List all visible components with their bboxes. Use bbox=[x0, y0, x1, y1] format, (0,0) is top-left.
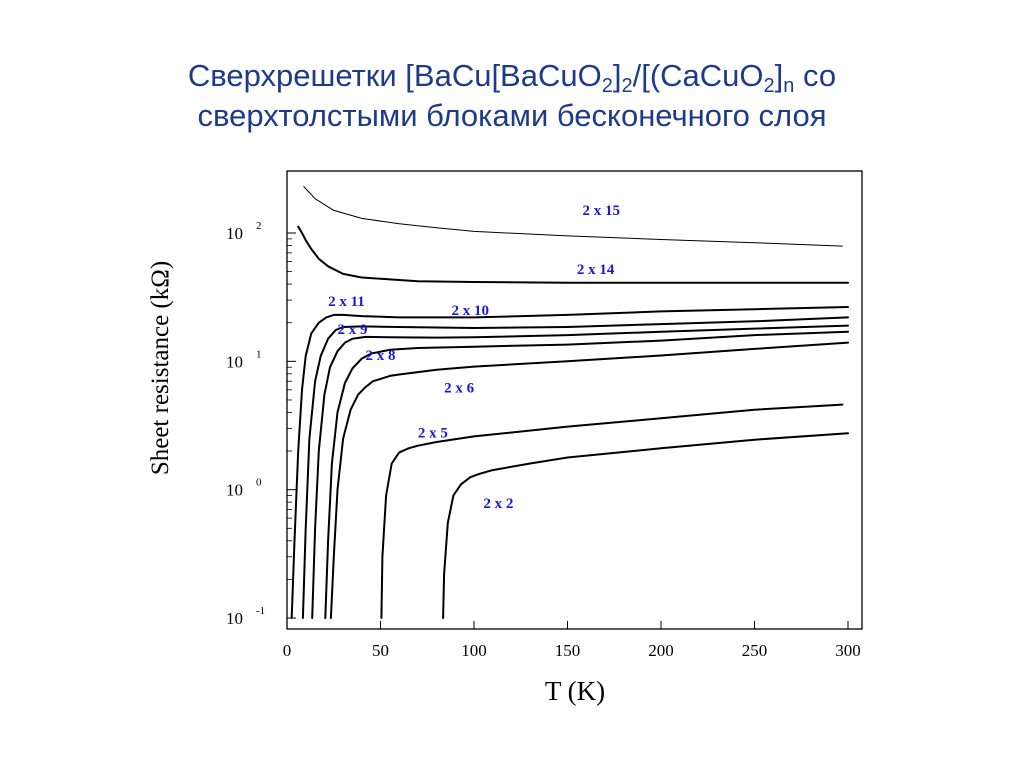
curve-2x2 bbox=[442, 432, 849, 619]
y-tick-label-exponent: -1 bbox=[256, 605, 265, 617]
curve-label-2x2: 2 x 2 bbox=[483, 496, 513, 512]
curve-2x6 bbox=[329, 341, 849, 619]
plot-frame bbox=[286, 170, 863, 630]
y-tick-label-base: 10 bbox=[226, 481, 243, 500]
curve-2x14 bbox=[297, 225, 849, 284]
y-tick-label-exponent: 0 bbox=[256, 477, 262, 489]
curve-label-2x9: 2 x 9 bbox=[337, 322, 367, 338]
curve-label-2x6: 2 x 6 bbox=[444, 381, 475, 397]
y-tick-label-exponent: 1 bbox=[256, 348, 262, 360]
curve-2x5 bbox=[380, 403, 844, 619]
curve-label-2x15: 2 x 15 bbox=[582, 203, 620, 219]
y-tick-label-base: 10 bbox=[226, 609, 243, 628]
curve-label-2x10: 2 x 10 bbox=[452, 303, 490, 319]
curve-2x10 bbox=[290, 306, 849, 619]
x-tick-label: 50 bbox=[372, 641, 389, 660]
curve-label-2x14: 2 x 14 bbox=[577, 262, 615, 278]
x-axis-title: T (K) bbox=[545, 676, 605, 706]
y-tick-label-base: 10 bbox=[226, 352, 243, 371]
curve-2x11 bbox=[301, 316, 849, 619]
x-tick-label: 0 bbox=[283, 641, 292, 660]
slide-title-line2: сверхтолстыми блоками бесконечного слоя bbox=[197, 98, 827, 133]
curve-2x9 bbox=[311, 324, 849, 619]
curve-label-2x5: 2 x 5 bbox=[418, 425, 448, 441]
x-tick-label: 150 bbox=[555, 641, 581, 660]
curve-label-2x8: 2 x 8 bbox=[366, 348, 396, 364]
slide-title-line1: Сверхрешетки [BaCu[BaCuO2]2/[(CaCuO2]n с… bbox=[187, 58, 837, 97]
curve-2x15 bbox=[303, 186, 843, 247]
curve-2x8 bbox=[324, 330, 849, 619]
y-tick-label-base: 10 bbox=[226, 224, 243, 243]
x-tick-label: 300 bbox=[835, 641, 861, 660]
y-axis-title: Sheet resistance (kΩ) bbox=[147, 261, 174, 475]
y-tick-label-exponent: 2 bbox=[256, 220, 262, 232]
slide-title: Сверхрешетки [BaCu[BaCuO2]2/[(CaCuO2]n с… bbox=[0, 56, 1024, 136]
curve-label-2x11: 2 x 11 bbox=[328, 294, 365, 310]
x-tick-label: 100 bbox=[461, 641, 487, 660]
x-tick-label: 200 bbox=[648, 641, 674, 660]
x-tick-label: 250 bbox=[742, 641, 768, 660]
